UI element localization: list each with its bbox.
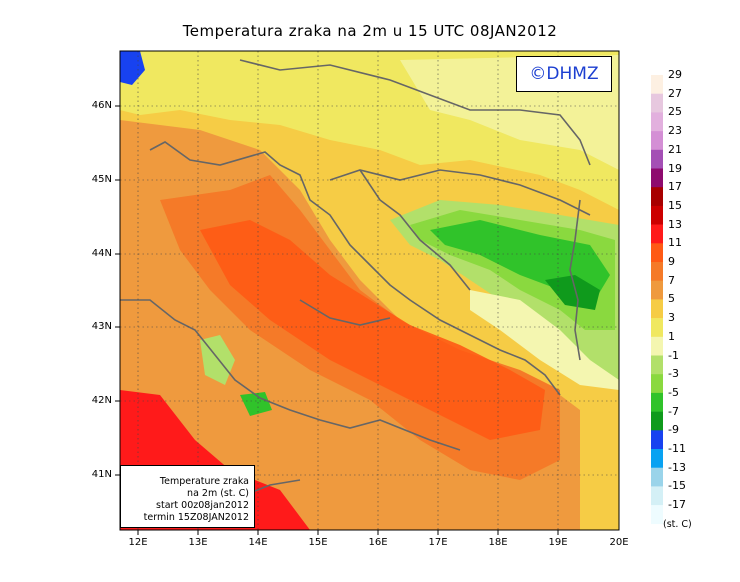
- legend-swatch: [651, 449, 663, 468]
- legend-swatch: [651, 299, 663, 319]
- legend-label: 13: [668, 217, 682, 231]
- legend-swatch: [651, 505, 663, 525]
- legend-swatch: [651, 467, 663, 487]
- legend-swatch: [651, 411, 663, 431]
- legend-swatch: [651, 75, 663, 94]
- lat-label-46n: 46N: [91, 100, 112, 111]
- legend-swatch: [651, 374, 663, 394]
- legend-label: -9: [668, 423, 679, 437]
- lon-label-14e: 14E: [248, 537, 268, 548]
- dhmz-logo: ©DHMZ: [516, 56, 612, 92]
- axis-ticks: [115, 105, 559, 535]
- legend-label: 3: [668, 311, 675, 325]
- lat-label-44n: 44N: [91, 248, 112, 259]
- lon-label-12e: 12E: [128, 537, 148, 548]
- legend-label: 17: [668, 180, 682, 194]
- legend-swatch: [651, 392, 663, 412]
- legend-label: 19: [668, 161, 682, 175]
- info-units: na 2m (st. C): [187, 488, 249, 499]
- legend-label: -7: [668, 404, 679, 418]
- legend-swatch: [651, 243, 663, 263]
- legend-label: -17: [668, 498, 686, 512]
- legend-label: -11: [668, 442, 686, 455]
- lat-label-43n: 43N: [91, 321, 112, 332]
- legend-label: -15: [668, 479, 686, 493]
- legend-label: -13: [668, 460, 686, 474]
- info-start: start 00z08jan2012: [156, 500, 249, 511]
- legend-label: 29: [668, 68, 682, 81]
- legend-label: 1: [668, 329, 675, 343]
- lat-label-41n: 41N: [91, 469, 112, 480]
- legend-label: 15: [668, 198, 682, 212]
- lon-label-16e: 16E: [368, 537, 388, 548]
- legend-swatch: [651, 262, 663, 281]
- legend-swatch: [651, 168, 663, 188]
- lon-label-20e: 20E: [609, 537, 629, 548]
- legend-swatch: [651, 280, 663, 300]
- grid-lines: [120, 51, 619, 530]
- legend-swatch: [651, 318, 663, 338]
- legend-swatch: [651, 93, 663, 113]
- legend-label: 23: [668, 124, 682, 138]
- legend-swatch: [651, 187, 663, 207]
- lat-label-42n: 42N: [91, 395, 112, 406]
- legend-label: -5: [668, 385, 679, 399]
- legend-colorbar: [651, 75, 663, 525]
- legend-swatch: [651, 224, 663, 244]
- legend-label: 25: [668, 105, 682, 119]
- legend-label: 5: [668, 292, 675, 306]
- lon-label-17e: 17E: [428, 537, 448, 548]
- legend-label: 11: [668, 236, 682, 250]
- legend-label: 27: [668, 86, 682, 100]
- legend-unit: (st. C): [663, 519, 692, 530]
- info-termin: termin 15Z08JAN2012: [143, 512, 249, 523]
- lon-label-15e: 15E: [308, 537, 328, 548]
- legend-label: -1: [668, 348, 679, 362]
- plot-frame: [119, 50, 620, 531]
- legend-swatch: [651, 336, 663, 356]
- temperature-field: [120, 51, 619, 530]
- legend-swatch: [651, 205, 663, 225]
- legend-swatch: [651, 149, 663, 169]
- legend-label: 9: [668, 255, 675, 268]
- legend-swatch: [651, 486, 663, 506]
- lon-label-18e: 18E: [488, 537, 508, 548]
- legend-swatch: [651, 131, 663, 151]
- map-title: Temperatura zraka na 2m u 15 UTC 08JAN20…: [182, 22, 558, 40]
- legend-swatch: [651, 112, 663, 132]
- legend-swatch: [651, 355, 663, 375]
- legend-label: -3: [668, 367, 679, 381]
- legend-label: 21: [668, 142, 682, 156]
- legend-swatch: [651, 430, 663, 450]
- lon-label-13e: 13E: [188, 537, 208, 548]
- lon-label-19e: 19E: [548, 537, 568, 548]
- forecast-info-box: Temperature zraka na 2m (st. C) start 00…: [120, 465, 255, 528]
- info-variable: Temperature zraka: [159, 476, 249, 487]
- legend-label: 7: [668, 273, 675, 287]
- lat-label-45n: 45N: [91, 174, 112, 185]
